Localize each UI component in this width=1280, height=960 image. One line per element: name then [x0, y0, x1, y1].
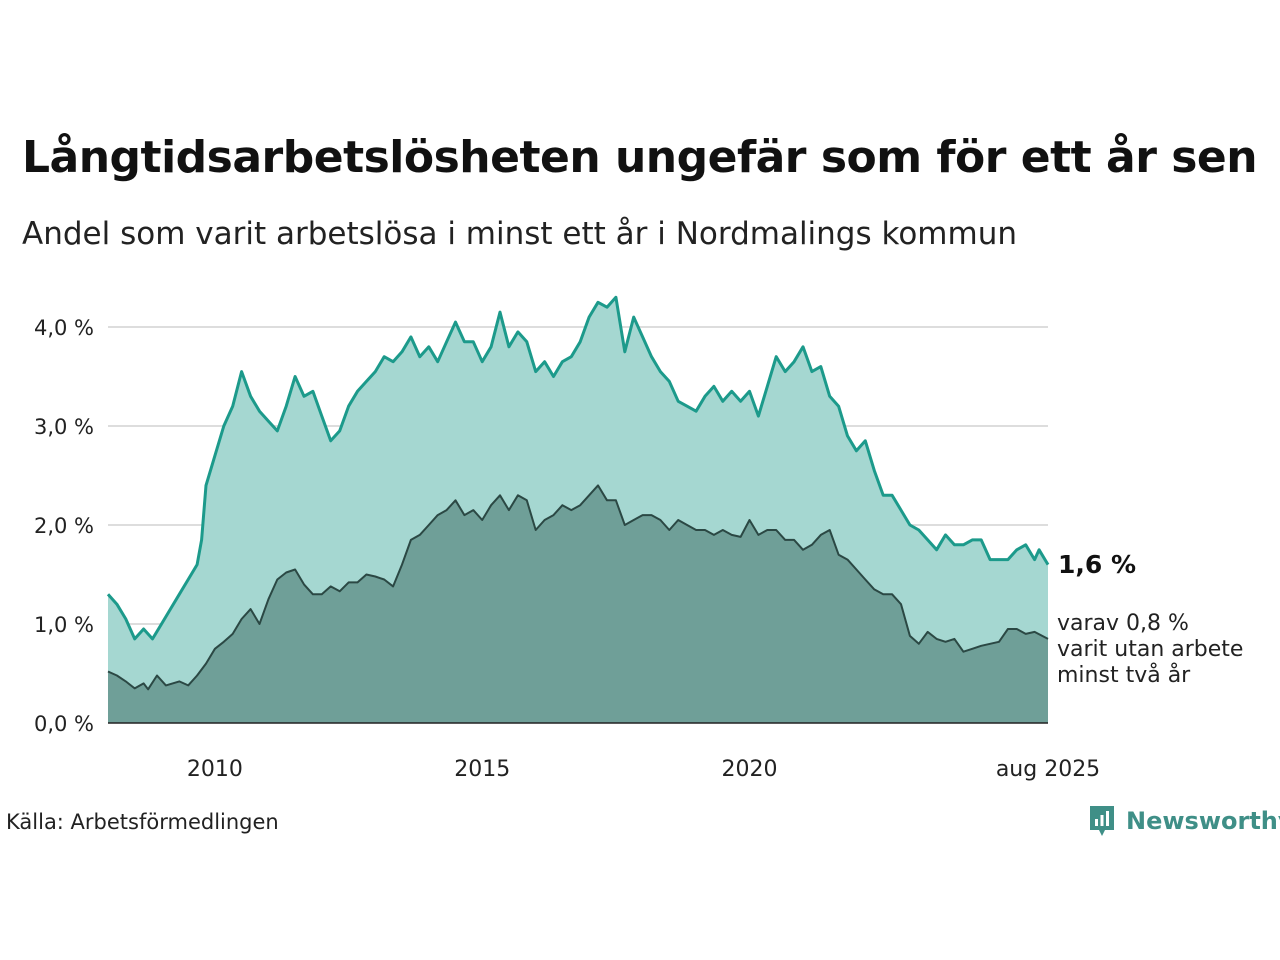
x-tick-label: 2010	[187, 757, 243, 782]
x-tick-label: 2015	[454, 757, 510, 782]
y-tick-label: 1,0 %	[34, 613, 94, 637]
end-value-label: 1,6 %	[1058, 550, 1136, 579]
source-note: Källa: Arbetsförmedlingen	[6, 810, 279, 834]
y-tick-label: 3,0 %	[34, 415, 94, 439]
series-line-min2yr	[107, 484, 1049, 691]
y-tick-label: 4,0 %	[34, 316, 94, 340]
x-tick-label: aug 2025	[996, 757, 1100, 782]
newsworthy-logo-icon	[1090, 806, 1114, 836]
y-tick-label: 0,0 %	[34, 712, 94, 736]
x-tick-label: 2020	[722, 757, 778, 782]
y-tick-label: 2,0 %	[34, 514, 94, 538]
chart-subtitle: Andel som varit arbetslösa i minst ett å…	[22, 216, 1017, 252]
newsworthy-logo-text: Newsworthy	[1126, 807, 1280, 835]
newsworthy-logo: Newsworthy	[1088, 804, 1280, 838]
chart-title: Långtidsarbetslösheten ungefär som för e…	[22, 132, 1258, 183]
end-note-line-2: varit utan arbete	[1057, 637, 1243, 662]
axis-layer: 0,0 % 1,0 % 2,0 % 3,0 % 4,0 % 2010 2015 2020 aug…	[34, 316, 1100, 782]
series-line-min1yr	[106, 295, 1050, 641]
end-note-line-3: minst två år	[1057, 662, 1191, 688]
area-layer	[106, 295, 1050, 723]
end-note-line-1: varav 0,8 %	[1057, 611, 1189, 636]
